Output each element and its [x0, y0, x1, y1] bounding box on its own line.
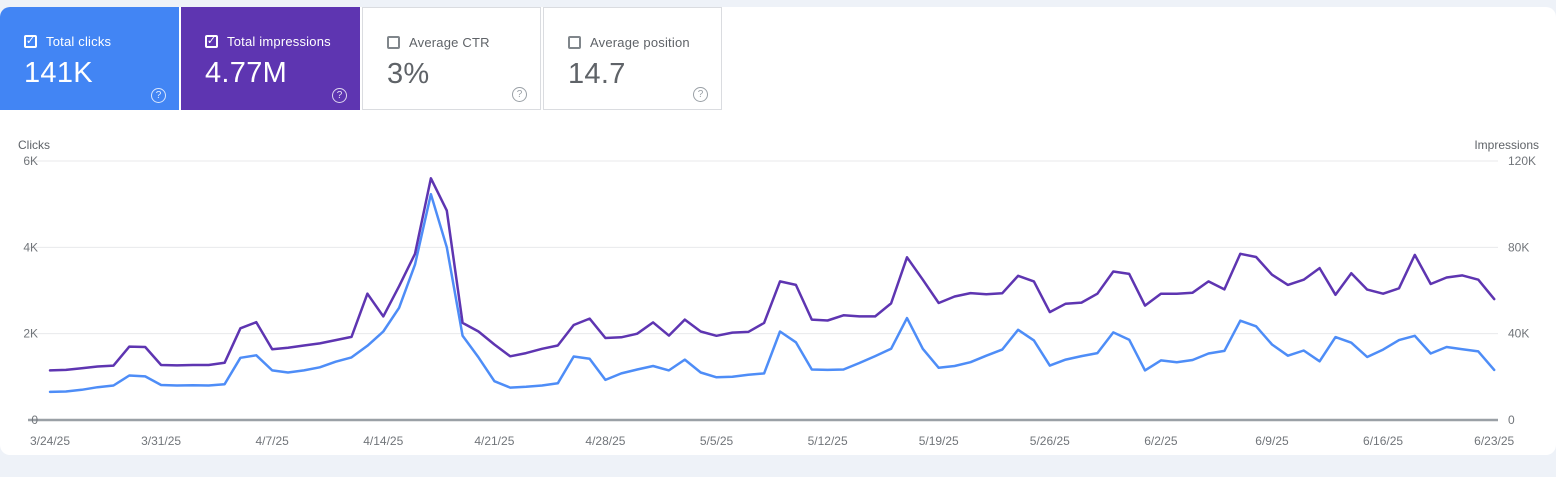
impressions-axis-tick: 40K [1508, 327, 1529, 341]
help-icon[interactable]: ? [332, 88, 347, 103]
date-axis-tick: 5/12/25 [808, 434, 848, 448]
impressions-line [48, 177, 1496, 372]
total-clicks-value: 141K [24, 57, 93, 89]
clicks-axis-tick: 4K [23, 240, 38, 254]
impressions-axis-title: Impressions [1474, 138, 1539, 152]
average-ctr-label: Average CTR [409, 35, 490, 50]
date-axis-tick: 5/5/25 [700, 434, 734, 448]
total-impressions-label: Total impressions [227, 34, 331, 49]
date-axis-tick: 3/31/25 [141, 434, 181, 448]
total-clicks-label: Total clicks [46, 34, 112, 49]
average-ctr-value: 3% [387, 58, 430, 90]
date-axis-tick: 4/28/25 [585, 434, 625, 448]
metric-card-total-clicks[interactable]: Total clicks 141K ? [0, 7, 179, 110]
help-icon[interactable]: ? [151, 88, 166, 103]
date-axis-tick: 6/9/25 [1255, 434, 1289, 448]
metric-card-average-position[interactable]: Average position 14.7 ? [543, 7, 722, 110]
date-axis-tick: 5/19/25 [919, 434, 959, 448]
date-axis-tick: 6/23/25 [1474, 434, 1514, 448]
performance-chart[interactable]: Clicks Impressions 6K 120K 4K 80K 2K 40K 0 0 3/2… [0, 135, 1556, 455]
date-axis-tick: 4/14/25 [363, 434, 403, 448]
help-icon[interactable]: ? [512, 87, 527, 102]
chart-canvas[interactable]: 6K 120K 4K 80K 2K 40K 0 0 3/24/25 3/31/25 4/7/25 4/… [0, 135, 1556, 455]
impressions-axis-tick: 80K [1508, 240, 1529, 254]
date-axis-tick: 6/16/25 [1363, 434, 1403, 448]
clicks-axis-tick: 6K [23, 154, 38, 168]
date-axis-tick: 4/7/25 [255, 434, 289, 448]
clicks-axis-tick: 0 [31, 413, 38, 427]
metric-cards-row: Total clicks 141K ? Total impressions 4.… [0, 7, 722, 110]
total-clicks-checkbox[interactable] [24, 35, 37, 48]
impressions-axis-tick: 120K [1508, 154, 1536, 168]
average-position-value: 14.7 [568, 58, 626, 90]
date-axis-tick: 4/21/25 [474, 434, 514, 448]
date-axis-tick: 3/24/25 [30, 434, 70, 448]
total-impressions-value: 4.77M [205, 57, 288, 89]
date-axis-tick: 5/26/25 [1030, 434, 1070, 448]
average-position-checkbox[interactable] [568, 36, 581, 49]
performance-panel: Total clicks 141K ? Total impressions 4.… [0, 7, 1556, 455]
average-ctr-checkbox[interactable] [387, 36, 400, 49]
clicks-axis-tick: 2K [23, 327, 38, 341]
clicks-axis-title: Clicks [18, 138, 50, 152]
help-icon[interactable]: ? [693, 87, 708, 102]
average-position-label: Average position [590, 35, 690, 50]
metric-card-average-ctr[interactable]: Average CTR 3% ? [362, 7, 541, 110]
metric-card-total-impressions[interactable]: Total impressions 4.77M ? [181, 7, 360, 110]
impressions-axis-tick: 0 [1508, 413, 1515, 427]
date-axis-tick: 6/2/25 [1144, 434, 1178, 448]
total-impressions-checkbox[interactable] [205, 35, 218, 48]
clicks-line [48, 192, 1496, 394]
